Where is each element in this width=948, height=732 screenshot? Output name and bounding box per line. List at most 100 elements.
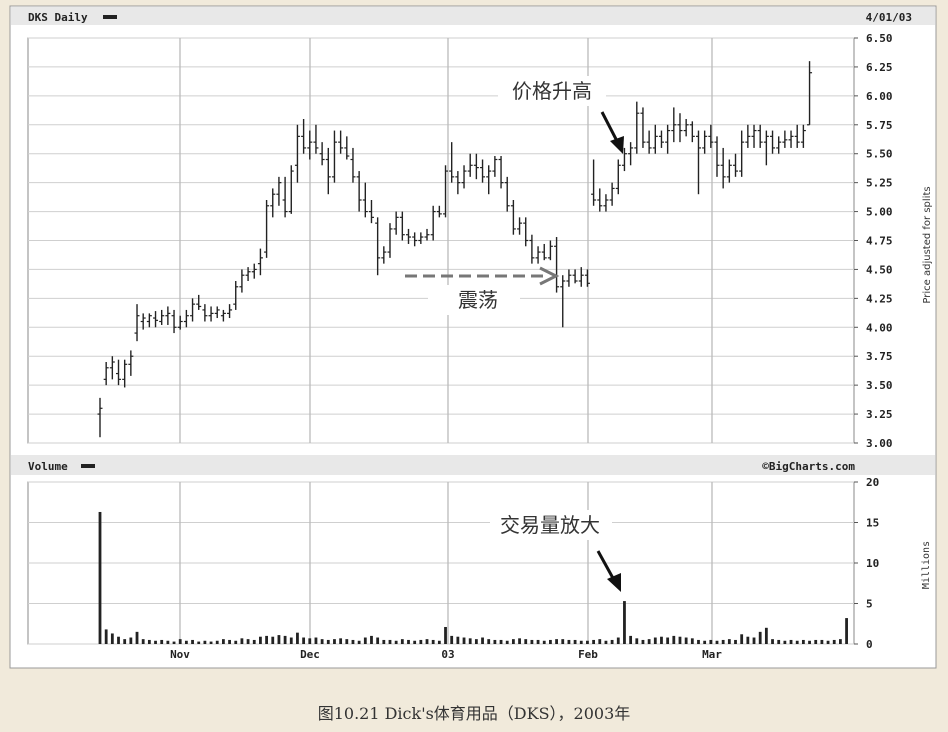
price-bar [486, 165, 492, 195]
volume-bar [493, 639, 497, 644]
volume-tick-label: 10 [866, 557, 879, 570]
volume-bar [684, 637, 688, 644]
price-bar [171, 309, 177, 334]
volume-bar [357, 640, 361, 644]
price-bar [541, 243, 547, 261]
price-bar [788, 130, 794, 148]
volume-bar [265, 635, 268, 644]
chart-date-label: 4/01/03 [866, 11, 912, 24]
price-axis-ticks: 6.50 6.25 6.00 5.75 5.50 5.25 5.00 4.75 4.50 4.25… [854, 32, 893, 450]
price-bar [517, 217, 523, 235]
volume-bar [376, 637, 380, 644]
price-bar [455, 171, 461, 195]
price-tick-label: 3.25 [866, 408, 893, 421]
volume-tick-label: 20 [866, 476, 879, 489]
volume-bar [129, 637, 133, 644]
price-bar [467, 153, 473, 177]
volume-bar [721, 639, 725, 644]
price-bar [708, 124, 714, 148]
price-bar [412, 232, 418, 247]
volume-bar [197, 641, 201, 644]
volume-bar [666, 637, 670, 644]
price-bar [344, 136, 350, 160]
price-bar [671, 107, 677, 143]
volume-bar [154, 640, 157, 644]
price-bar [325, 147, 331, 195]
volume-bar [326, 639, 330, 644]
volume-bar [400, 639, 404, 644]
volume-bar [598, 639, 602, 644]
price-bar [578, 267, 584, 287]
price-bar [233, 281, 239, 310]
price-bar [220, 309, 226, 322]
price-bar [751, 124, 757, 148]
price-bar [153, 311, 159, 328]
price-bar [196, 294, 202, 310]
price-bar [227, 304, 233, 319]
price-bar [615, 159, 621, 195]
volume-bar [518, 638, 521, 644]
price-bar [208, 306, 214, 322]
volume-bar [783, 640, 787, 644]
volume-bar [419, 639, 423, 644]
price-bar [689, 121, 695, 143]
price-bar [362, 182, 368, 218]
price-tick-label: 4.50 [866, 263, 893, 276]
annotation-range-label: 震荡 [458, 288, 498, 312]
price-bar [393, 211, 399, 235]
price-bar [597, 188, 603, 212]
volume-bar [505, 640, 509, 644]
volume-bar [407, 639, 410, 644]
annotation-volume-up: 交易量放大 [500, 513, 600, 537]
price-bar [603, 194, 609, 212]
volume-bar [462, 637, 466, 644]
price-tick-label: 5.25 [866, 177, 893, 190]
price-bar [276, 176, 282, 206]
volume-bar [450, 635, 454, 644]
price-bar [399, 211, 405, 241]
volume-bar [178, 639, 182, 644]
price-header-bar [11, 7, 935, 25]
price-bar [628, 142, 634, 166]
price-bar [554, 237, 560, 293]
volume-bar [437, 640, 441, 644]
price-tick-label: 4.25 [866, 292, 893, 305]
volume-bar [826, 640, 830, 644]
price-bar [547, 240, 553, 261]
volume-bar [209, 641, 213, 644]
volume-bar [709, 639, 713, 644]
volume-bar [425, 639, 429, 644]
figure-caption: 图10.21 Dick's体育用品（DKS），2003年 [317, 704, 631, 723]
volume-bar [110, 633, 114, 644]
price-bar [128, 350, 134, 376]
volume-bar [653, 637, 657, 644]
price-bar [375, 217, 381, 276]
price-bar [523, 217, 529, 247]
annotation-volume-arrow [596, 550, 616, 581]
volume-bar [536, 639, 540, 644]
price-bar [368, 200, 374, 224]
price-bar [159, 309, 165, 325]
price-bar [498, 156, 504, 189]
price-tick-label: 3.75 [866, 350, 893, 363]
price-bar [609, 182, 615, 206]
price-tick-label: 5.50 [866, 148, 893, 161]
volume-bar [727, 639, 731, 644]
price-bar [294, 124, 300, 183]
volume-bar [579, 640, 583, 644]
volume-bar [302, 637, 306, 644]
volume-bar [468, 638, 472, 644]
price-bar [739, 130, 745, 177]
price-bar [770, 130, 776, 154]
volume-bar [616, 637, 620, 644]
price-bar [116, 359, 122, 386]
price-bar [794, 124, 800, 148]
price-chart-title: DKS Daily [28, 11, 88, 24]
volume-bar [801, 639, 805, 644]
price-bar [146, 313, 152, 328]
price-bar [257, 248, 263, 276]
volume-bar [524, 639, 528, 644]
volume-bar [98, 511, 102, 644]
price-bar [301, 119, 307, 154]
volume-bar [363, 637, 367, 644]
